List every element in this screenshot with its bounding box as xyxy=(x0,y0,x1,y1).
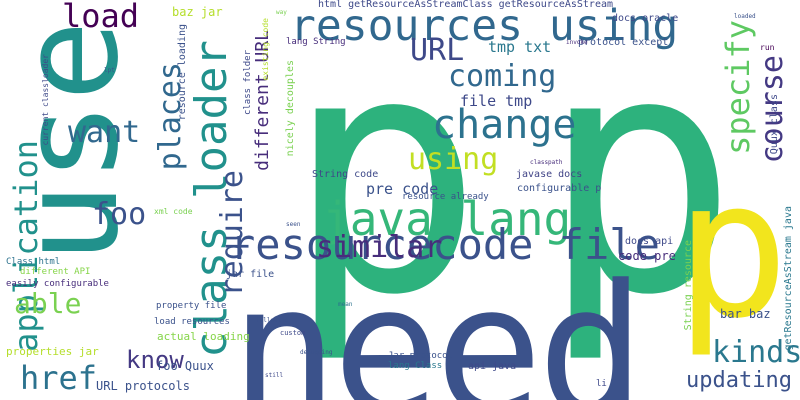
word-specify: specify xyxy=(719,20,757,155)
word-api-java: api java xyxy=(468,361,517,372)
word-actual-loading: actual loading xyxy=(157,330,250,343)
word-jar-file: jar file xyxy=(226,269,275,280)
word-need: need xyxy=(230,247,645,400)
word-current-classloader: current classloader xyxy=(41,54,50,146)
word-existing-code: existing code xyxy=(261,18,270,81)
word-docs-oracle: docs oracle xyxy=(612,13,679,24)
word-String-code: String code xyxy=(312,169,379,180)
word-change: change xyxy=(432,102,577,148)
word-resources-using: resources using xyxy=(290,1,679,51)
word-Quux-class: Quux class xyxy=(769,94,780,155)
word-able: able xyxy=(14,287,82,320)
word-easily-configurable: easily configurable xyxy=(6,279,109,289)
word-configurable-p: configurable p xyxy=(517,183,602,194)
word-java-lang: java lang xyxy=(322,192,572,246)
word-following: following xyxy=(256,317,289,324)
word-file-tmp: file tmp xyxy=(460,92,533,110)
word-properties-jar: properties jar xyxy=(6,345,99,358)
word-pre-code: pre code xyxy=(366,180,439,198)
word-lang-Class: lang Class xyxy=(388,361,443,371)
word-code-pre: code pre xyxy=(618,249,676,263)
word-String-resource: String resource xyxy=(683,240,694,331)
word-URL: URL xyxy=(410,33,465,68)
word-application: application xyxy=(7,140,45,352)
word-load-resources: load resources xyxy=(154,317,230,327)
word-mean: mean xyxy=(338,301,353,308)
word-getresourceasstream-java: getResourceAsStream java xyxy=(783,206,794,351)
word-foo: foo xyxy=(92,197,147,232)
word-lang-String: lang String xyxy=(286,37,346,47)
word-similar: similar xyxy=(316,230,443,265)
word-Jar-protocol: Jar protocol xyxy=(388,351,454,361)
word-kinds: kinds xyxy=(712,335,800,370)
word-still: still xyxy=(265,372,284,379)
word-docs-api: docs api xyxy=(625,236,674,247)
word-Class-html: Class html xyxy=(6,257,61,267)
word-resource-already: resource already xyxy=(402,192,489,202)
word-baz-jar: baz jar xyxy=(172,5,223,19)
word-p-yellow: p xyxy=(675,139,790,360)
word-using: using xyxy=(408,142,499,177)
word-property-file: property file xyxy=(156,301,227,311)
word-class-folder: class folder xyxy=(243,50,253,116)
word-classpath: classpath xyxy=(530,159,563,166)
word-want: want xyxy=(68,115,141,150)
word-nicely-decouples: nicely decouples xyxy=(285,60,296,157)
word-bar-baz: bar baz xyxy=(720,307,771,321)
word-protocol-except: protocol except xyxy=(578,37,669,48)
word-lpt: lpt xyxy=(104,67,115,74)
word-URL-protocols: URL protocols xyxy=(96,379,190,393)
word-resourcecode-file: resourcecode file xyxy=(230,220,660,269)
word-resource-loading: resource loading xyxy=(177,24,188,121)
word-p-large-green-2: p xyxy=(540,0,739,367)
word-updating: updating xyxy=(686,368,792,393)
word-coming: coming xyxy=(448,59,557,94)
word-different-API: different API xyxy=(20,267,91,277)
word-seen: seen xyxy=(286,221,301,228)
word-foo-Quux: foo Quux xyxy=(156,359,214,373)
word-loaded: loaded xyxy=(734,13,756,20)
word-p-large-green-1: p xyxy=(285,0,484,367)
word-way: way xyxy=(276,9,287,16)
word-li: li xyxy=(596,379,607,389)
word-know: know xyxy=(126,346,184,374)
word-javase-docs: javase docs xyxy=(516,169,583,180)
word-invoke: invoke xyxy=(566,39,588,46)
word-custom: custom xyxy=(280,329,306,337)
word-html-getresourceasstream: html getResourceAsStreamClass getResourc… xyxy=(318,0,614,10)
word-tmp-txt: tmp txt xyxy=(488,38,552,56)
word-href: href xyxy=(20,359,98,397)
word-xml-code: xml code xyxy=(154,207,193,216)
word-debugging: debugging xyxy=(300,349,333,356)
word-load: load xyxy=(62,0,140,35)
word-run: run xyxy=(760,43,775,52)
